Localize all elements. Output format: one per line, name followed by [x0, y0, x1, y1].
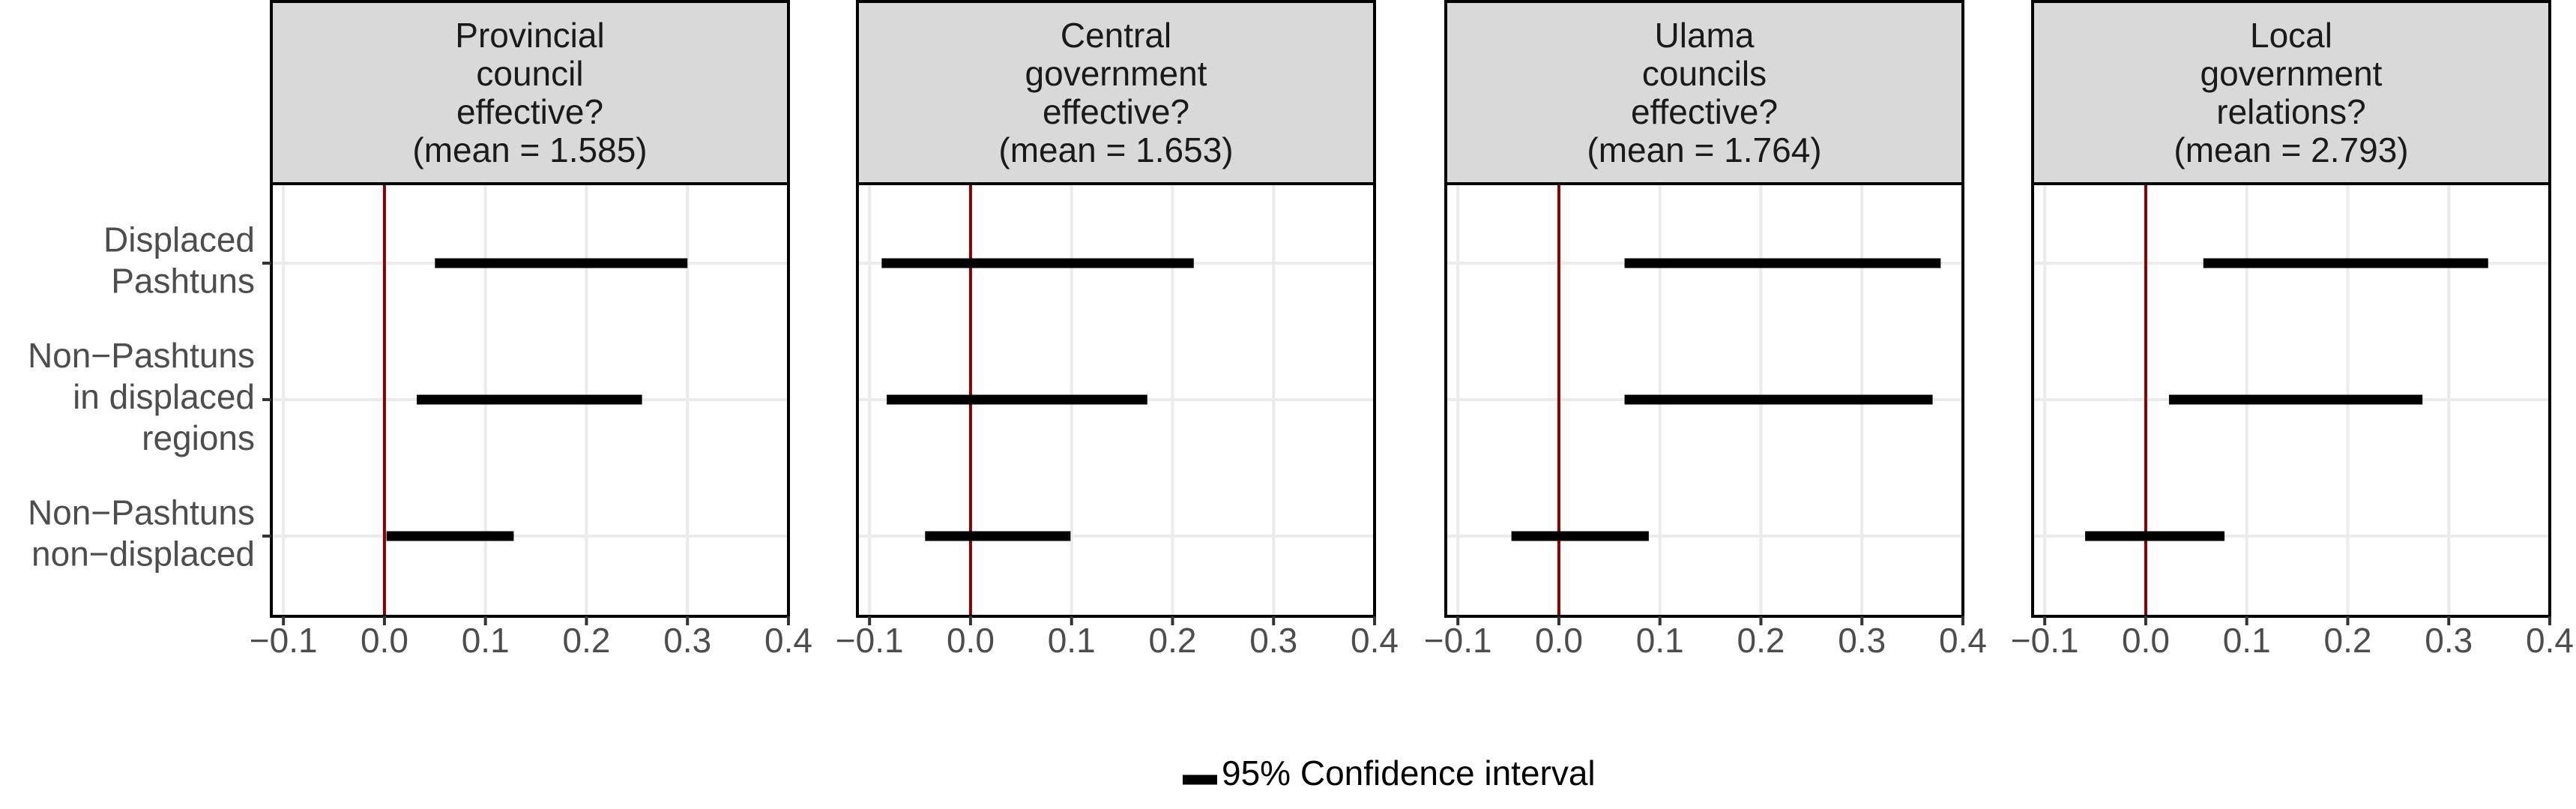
x-tick-label: 0.2 [562, 621, 610, 660]
x-tick-label: 0.3 [1249, 621, 1297, 660]
strip-background [2031, 0, 2551, 185]
x-tick-label: 0.1 [1636, 621, 1684, 660]
strip-title: Central government effective? (mean = 1.653… [998, 16, 1233, 169]
x-tick-label: −0.1 [1424, 621, 1492, 660]
x-tick-label: 0.0 [947, 621, 995, 660]
panel-border [2031, 182, 2551, 618]
x-tick-label: 0.4 [2526, 621, 2574, 660]
strip-background [856, 0, 1376, 185]
x-tick-label: 0.3 [663, 621, 711, 660]
panel-border [1444, 182, 1964, 618]
x-tick-label: 0.4 [1351, 621, 1399, 660]
x-tick-label: 0.2 [2323, 621, 2371, 660]
y-tick-label: Displaced Pashtuns [103, 220, 255, 301]
x-tick-label: −0.1 [836, 621, 904, 660]
x-tick-label: 0.2 [1148, 621, 1196, 660]
x-tick-label: −0.1 [2011, 621, 2079, 660]
x-tick-label: 0.3 [2425, 621, 2473, 660]
x-tick-label: 0.1 [462, 621, 510, 660]
x-tick-label: 0.3 [1838, 621, 1886, 660]
y-tick-label: Non−Pashtuns in displaced regions [28, 336, 255, 457]
legend-label: 95% Confidence interval [1222, 754, 1596, 793]
x-tick-label: 0.2 [1737, 621, 1785, 660]
strip-background [270, 0, 790, 185]
x-tick-label: 0.0 [1535, 621, 1583, 660]
x-tick-label: 0.4 [1939, 621, 1987, 660]
panel-border [856, 182, 1376, 618]
strip-title: Provincial council effective? (mean = 1.585… [412, 16, 647, 169]
x-tick-label: 0.0 [361, 621, 408, 660]
y-tick-label: Non−Pashtuns non−displaced [28, 493, 255, 574]
x-tick-label: 0.4 [764, 621, 812, 660]
x-tick-label: 0.0 [2122, 621, 2170, 660]
strip-title: Local government relations? (mean = 2.793) [2174, 16, 2408, 169]
strip-background [1444, 0, 1964, 185]
x-tick-label: 0.1 [1048, 621, 1096, 660]
x-tick-label: −0.1 [250, 621, 318, 660]
x-tick-label: 0.1 [2223, 621, 2271, 660]
strip-title: Ulama councils effective? (mean = 1.764) [1587, 16, 1821, 169]
